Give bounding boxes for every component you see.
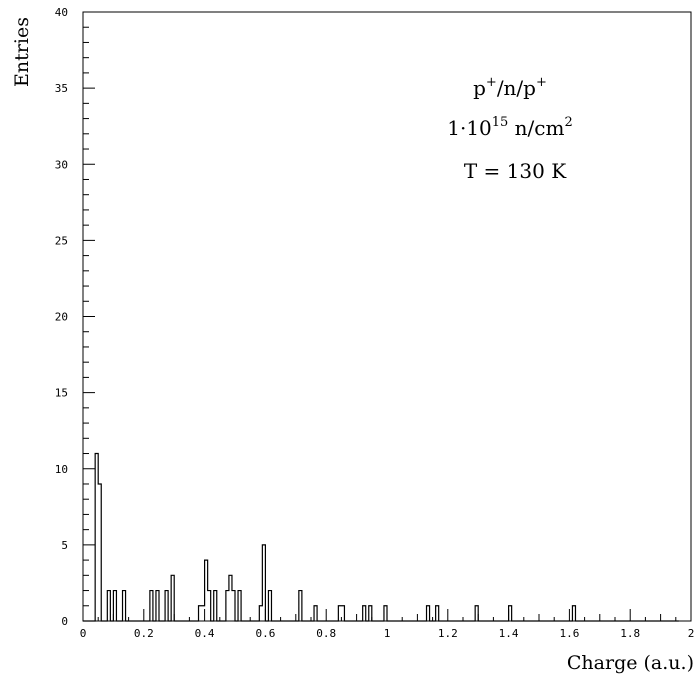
y-tick-label: 40 (55, 6, 68, 19)
y-tick-label: 5 (61, 539, 68, 552)
tick-labels: 0 0.2 0.4 0.6 0.8 1 1.2 1.4 1.6 1.8 20510152025303… (55, 6, 695, 640)
x-tick-label: 1 (384, 627, 391, 640)
x-tick-label: 1.6 (559, 627, 579, 640)
y-tick-label: 25 (55, 234, 68, 247)
x-tick-label: 0.8 (316, 627, 336, 640)
y-tick-label: 0 (61, 615, 68, 628)
plot-area (82, 11, 692, 622)
x-tick-label: 1.2 (438, 627, 458, 640)
plot-frame (82, 11, 692, 622)
x-tick-label: 0.6 (255, 627, 275, 640)
y-tick-label: 10 (55, 463, 68, 476)
x-axis-title: Charge (a.u.) (567, 652, 694, 674)
x-tick-label: 2 (688, 627, 695, 640)
y-axis-title: Entries (11, 17, 33, 87)
y-tick-label: 30 (55, 158, 68, 171)
annotation-line-1: p+/n/p+ (473, 75, 547, 100)
x-tick-label: 1.8 (620, 627, 640, 640)
x-tick-label: 0 (80, 627, 87, 640)
y-tick-label: 15 (55, 387, 68, 400)
x-tick-label: 0.4 (195, 627, 215, 640)
axis-ticks (82, 11, 692, 622)
x-tick-label: 0.2 (134, 627, 154, 640)
x-tick-label: 1.4 (499, 627, 519, 640)
annotation-line-3: T = 130 K (464, 159, 567, 183)
annotation-line-2: 1·1015 n/cm2 (447, 115, 573, 140)
histogram-outline (83, 452, 679, 622)
y-tick-label: 35 (55, 82, 68, 95)
y-tick-label: 20 (55, 311, 68, 324)
